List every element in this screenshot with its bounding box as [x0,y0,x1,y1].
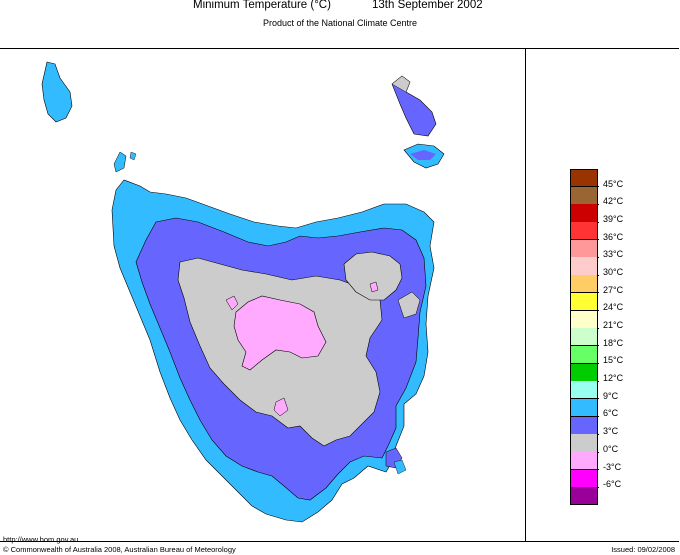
north-east-highland [343,251,403,301]
legend-tick-label: 6°C [603,408,619,419]
legend-tick-label: 33°C [603,249,624,260]
legend-swatch [570,363,599,382]
legend-tick-label: -6°C [603,479,622,490]
legend-tick-label: 36°C [603,231,624,242]
legend-tick-label: 21°C [603,320,624,330]
map-title: Minimum Temperature (°C) 13th September … [0,0,680,14]
legend-tick-label: 24°C [603,302,624,313]
legend-tick-label: 30°C [603,266,624,277]
legend-tick-label: 39°C [603,213,624,224]
legend-swatch [570,169,599,188]
legend-swatch [570,275,599,294]
king-island [41,61,73,123]
legend-swatch [570,434,599,453]
central-plateau-subzero [233,295,327,371]
legend-divider [525,48,526,542]
subtitle-text: Product of the National Climate Centre [262,18,418,28]
legend-swatch [570,469,599,488]
hunter-island [113,151,127,173]
legend-tick-label: 12°C [603,373,624,384]
footer-copyright: © Commonwealth of Australia 2008, Austra… [3,545,236,554]
legend-swatch [570,204,599,223]
small-subzero-c [369,281,379,293]
legend-tick-label: 9°C [603,390,619,401]
legend-tick-label: 15°C [603,355,624,366]
legend-tick-label: -3°C [603,461,622,472]
subtitle: Product of the National Climate Centre [0,18,680,28]
legend-swatch [570,257,599,276]
legend-swatch [570,222,599,241]
small-subzero-a [225,295,239,311]
legend-swatch [570,239,599,258]
legend-swatch [570,292,599,311]
legend-swatch [570,328,599,347]
legend-tick-label: 3°C [603,426,619,437]
title-text: Minimum Temperature (°C) [193,0,331,11]
flinders-island-grey [391,75,411,93]
legend-tick-label: 18°C [603,337,624,348]
legend-swatch [570,452,599,471]
footer-issued: Issued: 09/02/2008 [611,545,675,554]
legend-swatch [570,310,599,329]
temperature-map [41,61,445,523]
legend-swatch [570,381,599,400]
legend-tick-label: 45°C [603,178,624,189]
legend-swatch [570,186,599,205]
legend-tick-label: 42°C [603,196,624,207]
small-subzero-b [273,397,289,417]
legend-swatch [570,487,598,506]
footer-url: http://www.bom.gov.au [3,535,79,544]
legend-tick-label: 27°C [603,284,624,295]
legend-swatch [570,416,599,435]
legend-swatch [570,398,599,418]
legend-tick-label: 0°C [603,443,619,454]
legend-swatch [570,345,599,365]
map-frame [0,48,679,542]
date-text: 13th September 2002 [372,0,483,11]
